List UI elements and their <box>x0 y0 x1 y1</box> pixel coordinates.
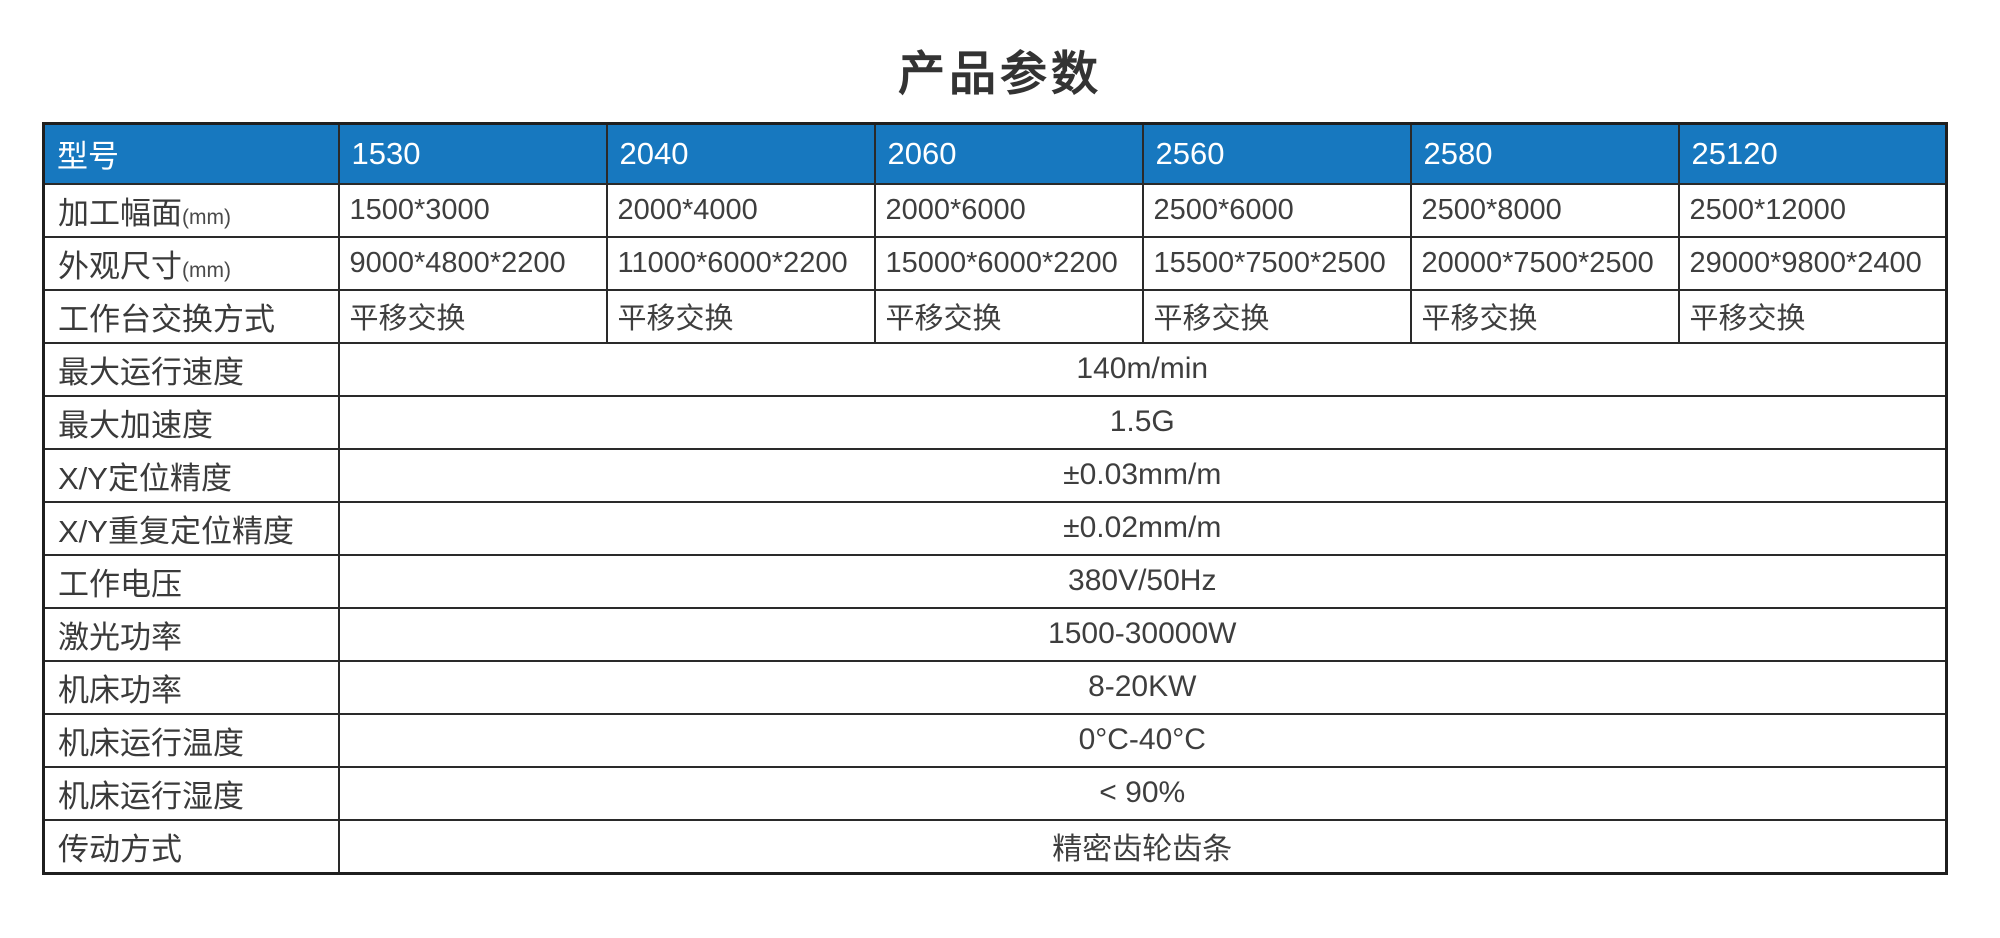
merged-value-cell: 380V/50Hz <box>337 553 1948 609</box>
row-label-dimensions: 外观尺寸(mm) <box>42 235 340 291</box>
row-label-text: 工作台交换方式 <box>58 301 275 337</box>
table-row-operating-humidity: 机床运行湿度 < 90% <box>42 765 1948 821</box>
row-label-text: 机床运行湿度 <box>58 778 244 814</box>
row-label-text: 机床运行温度 <box>58 725 244 761</box>
table-row-repeat-positioning-accuracy: X/Y重复定位精度 ±0.02mm/m <box>42 500 1948 556</box>
table-cell: 15500*7500*2500 <box>1141 235 1412 291</box>
merged-value-cell: 8-20KW <box>337 659 1948 715</box>
table-cell: 29000*9800*2400 <box>1677 235 1948 291</box>
table-cell: 9000*4800*2200 <box>337 235 608 291</box>
model-column-header-25120: 25120 <box>1677 122 1948 185</box>
row-label-text: 机床功率 <box>58 672 182 708</box>
table-row-working-voltage: 工作电压 380V/50Hz <box>42 553 1948 609</box>
row-label-max-speed: 最大运行速度 <box>42 341 340 397</box>
table-row-positioning-accuracy: X/Y定位精度 ±0.03mm/m <box>42 447 1948 503</box>
row-label-text: X/Y重复定位精度 <box>58 513 294 549</box>
model-column-header-2580: 2580 <box>1409 122 1680 185</box>
table-row-machine-power: 机床功率 8-20KW <box>42 659 1948 715</box>
merged-value-cell: 0°C-40°C <box>337 712 1948 768</box>
row-label-max-acceleration: 最大加速度 <box>42 394 340 450</box>
table-cell: 2000*4000 <box>605 182 876 238</box>
table-cell: 平移交换 <box>1141 288 1412 344</box>
model-column-header-2060: 2060 <box>873 122 1144 185</box>
row-label-transmission-mode: 传动方式 <box>42 818 340 875</box>
table-row-dimensions: 外观尺寸(mm) 9000*4800*2200 11000*6000*2200 … <box>42 235 1948 291</box>
merged-value-cell: 1500-30000W <box>337 606 1948 662</box>
row-label-text: 外观尺寸 <box>58 248 182 284</box>
row-label-repeat-positioning-accuracy: X/Y重复定位精度 <box>42 500 340 556</box>
header-row: 型号 1530 2040 2060 2560 2580 25120 <box>42 122 1948 185</box>
model-column-header-2560: 2560 <box>1141 122 1412 185</box>
row-label-operating-humidity: 机床运行湿度 <box>42 765 340 821</box>
table-cell: 平移交换 <box>1677 288 1948 344</box>
merged-value-cell: < 90% <box>337 765 1948 821</box>
row-label-text: 激光功率 <box>58 619 182 655</box>
row-label-working-voltage: 工作电压 <box>42 553 340 609</box>
merged-value-cell: 精密齿轮齿条 <box>337 818 1948 875</box>
table-cell: 平移交换 <box>337 288 608 344</box>
table-cell: 2500*6000 <box>1141 182 1412 238</box>
table-row-transmission-mode: 传动方式 精密齿轮齿条 <box>42 818 1948 875</box>
row-label-unit: (mm) <box>182 205 231 229</box>
table-cell: 2500*8000 <box>1409 182 1680 238</box>
row-label-text: 传动方式 <box>58 831 182 867</box>
merged-value-cell: 1.5G <box>337 394 1948 450</box>
table-cell: 11000*6000*2200 <box>605 235 876 291</box>
table-cell: 平移交换 <box>1409 288 1680 344</box>
row-label-text: 工作电压 <box>58 566 182 602</box>
table-cell: 平移交换 <box>605 288 876 344</box>
table-cell: 15000*6000*2200 <box>873 235 1144 291</box>
row-label-unit: (mm) <box>182 258 231 282</box>
model-row-header: 型号 <box>42 122 340 185</box>
model-column-header-1530: 1530 <box>337 122 608 185</box>
table-row-operating-temperature: 机床运行温度 0°C-40°C <box>42 712 1948 768</box>
merged-value-cell: 140m/min <box>337 341 1948 397</box>
product-parameters-table: 型号 1530 2040 2060 2560 2580 25120 加工幅面(m… <box>42 121 1948 875</box>
table-cell: 2000*6000 <box>873 182 1144 238</box>
row-label-text: 加工幅面 <box>58 195 182 231</box>
table-row-laser-power: 激光功率 1500-30000W <box>42 606 1948 662</box>
row-label-operating-temperature: 机床运行温度 <box>42 712 340 768</box>
table-cell: 1500*3000 <box>337 182 608 238</box>
row-label-text: X/Y定位精度 <box>58 460 232 496</box>
merged-value-cell: ±0.03mm/m <box>337 447 1948 503</box>
table-cell: 平移交换 <box>873 288 1144 344</box>
table-cell: 20000*7500*2500 <box>1409 235 1680 291</box>
row-label-table-exchange: 工作台交换方式 <box>42 288 340 344</box>
table-cell: 2500*12000 <box>1677 182 1948 238</box>
page-title: 产品参数 <box>898 47 1102 100</box>
row-label-text: 最大运行速度 <box>58 354 244 390</box>
row-label-working-area: 加工幅面(mm) <box>42 182 340 238</box>
row-label-text: 最大加速度 <box>58 407 213 443</box>
table-row-working-area: 加工幅面(mm) 1500*3000 2000*4000 2000*6000 2… <box>42 182 1948 238</box>
row-label-positioning-accuracy: X/Y定位精度 <box>42 447 340 503</box>
table-row-max-acceleration: 最大加速度 1.5G <box>42 394 1948 450</box>
row-label-machine-power: 机床功率 <box>42 659 340 715</box>
table-row-max-speed: 最大运行速度 140m/min <box>42 341 1948 397</box>
model-column-header-2040: 2040 <box>605 122 876 185</box>
merged-value-cell: ±0.02mm/m <box>337 500 1948 556</box>
table-row-table-exchange: 工作台交换方式 平移交换 平移交换 平移交换 平移交换 平移交换 平移交换 <box>42 288 1948 344</box>
row-label-laser-power: 激光功率 <box>42 606 340 662</box>
